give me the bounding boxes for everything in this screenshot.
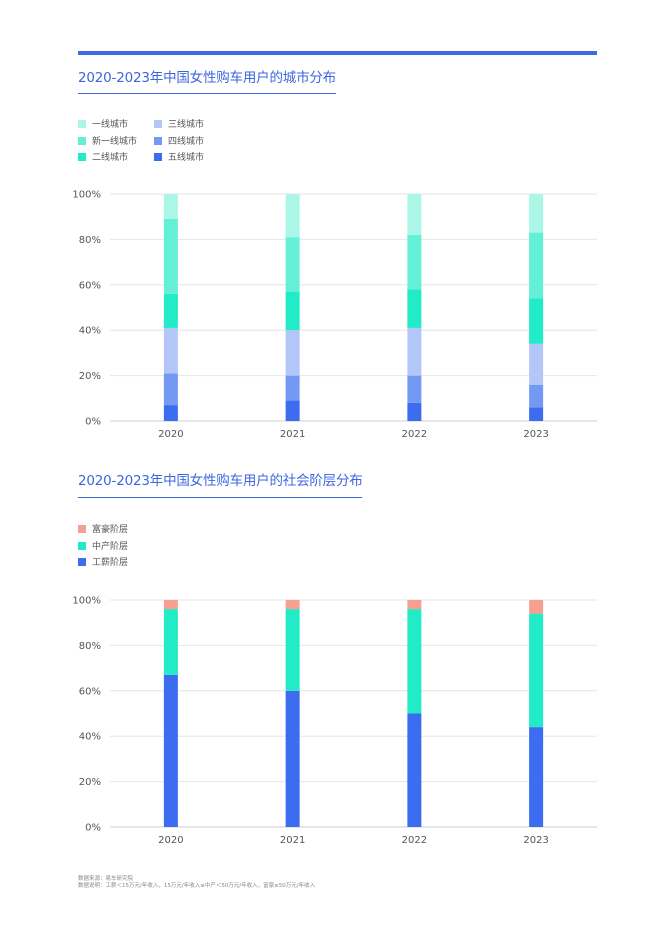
bar-segment bbox=[407, 375, 422, 403]
bar-segment bbox=[407, 194, 422, 235]
bar-segment bbox=[285, 194, 300, 238]
y-tick-label: 20% bbox=[79, 371, 101, 382]
top-accent-rule bbox=[78, 51, 597, 55]
legend-swatch bbox=[154, 136, 162, 145]
y-tick-label: 0% bbox=[85, 823, 101, 834]
footnote-note: 数据说明：工薪＜15万元/年收入，15万元/年收入≤中产＜50万元/年收入，富豪… bbox=[78, 883, 316, 889]
bar-segment bbox=[407, 402, 422, 421]
y-tick-label: 0% bbox=[85, 417, 101, 428]
bar-segment bbox=[529, 600, 544, 614]
bar-segment bbox=[407, 289, 422, 328]
bar-segment bbox=[529, 298, 544, 344]
x-tick-label: 2023 bbox=[523, 835, 548, 846]
bar-segment bbox=[163, 194, 178, 219]
bar-segment bbox=[407, 327, 422, 376]
bar-segment bbox=[407, 713, 422, 827]
legend-swatch bbox=[154, 120, 162, 128]
legend-swatch bbox=[78, 136, 86, 145]
legend-swatch bbox=[78, 153, 86, 161]
chart1-legend-item: 四线城市 bbox=[154, 136, 205, 147]
bar-segment bbox=[285, 609, 300, 691]
bar-segment bbox=[529, 343, 544, 385]
chart1-title-rule bbox=[78, 93, 336, 94]
chart2-title-rule bbox=[78, 497, 362, 498]
bar-segment bbox=[163, 600, 178, 610]
bar-segment bbox=[529, 407, 544, 421]
bar-segment bbox=[285, 330, 300, 376]
bar-segment bbox=[529, 727, 544, 827]
legend-label: 中产阶层 bbox=[92, 541, 129, 552]
legend-label: 二线城市 bbox=[92, 153, 129, 163]
chart1-plot: 0% 20% 40% 60% 80% 100% 2020 2021 2022 2023 bbox=[72, 190, 597, 440]
bar-segment bbox=[529, 194, 544, 233]
footnote-source: 数据来源：易车研究院 bbox=[78, 876, 134, 882]
bar-segment bbox=[285, 600, 300, 610]
bar-segment bbox=[163, 293, 178, 328]
bar-segment bbox=[285, 375, 300, 401]
footnote: 数据来源：易车研究院 数据说明：工薪＜15万元/年收入，15万元/年收入≤中产＜… bbox=[78, 876, 315, 890]
legend-label: 新一线城市 bbox=[92, 136, 138, 147]
bar-segment bbox=[163, 327, 178, 374]
legend-label: 三线城市 bbox=[168, 120, 205, 130]
chart1-title: 2020-2023年中国女性购车用户的城市分布 bbox=[78, 70, 336, 86]
y-tick-label: 100% bbox=[72, 596, 101, 607]
chart2-title: 2020-2023年中国女性购车用户的社会阶层分布 bbox=[78, 473, 363, 489]
y-tick-label: 80% bbox=[79, 641, 101, 652]
x-tick-label: 2023 bbox=[523, 429, 548, 440]
x-tick-label: 2022 bbox=[402, 429, 427, 440]
bar-segment bbox=[407, 234, 422, 290]
bar-segment bbox=[285, 237, 300, 292]
bar-segment bbox=[529, 232, 544, 299]
y-tick-label: 40% bbox=[79, 732, 101, 743]
chart1-legend-item: 新一线城市 bbox=[78, 136, 138, 147]
y-tick-label: 80% bbox=[79, 235, 101, 246]
legend-swatch bbox=[154, 153, 162, 161]
legend-label: 富豪阶层 bbox=[92, 525, 129, 535]
chart2-legend-item: 富豪阶层 bbox=[78, 525, 128, 535]
legend-label: 四线城市 bbox=[168, 136, 205, 147]
bar-segment bbox=[285, 400, 300, 421]
y-tick-label: 40% bbox=[79, 326, 101, 337]
legend-swatch bbox=[78, 120, 86, 128]
chart1-legend-item: 三线城市 bbox=[154, 120, 204, 130]
bar-segment bbox=[407, 600, 422, 610]
legend-label: 五线城市 bbox=[168, 153, 205, 163]
chart2-legend-item: 中产阶层 bbox=[78, 541, 129, 552]
legend-label: 一线城市 bbox=[92, 120, 129, 130]
bar-segment bbox=[163, 405, 178, 421]
legend-swatch bbox=[78, 541, 86, 550]
chart1-legend-item: 五线城市 bbox=[154, 153, 204, 163]
legend-swatch bbox=[78, 558, 86, 566]
bar-segment bbox=[163, 218, 178, 294]
chart1-legend-item: 一线城市 bbox=[78, 120, 128, 130]
bar-segment bbox=[163, 674, 178, 827]
chart1-legend-item: 二线城市 bbox=[78, 153, 128, 163]
chart2-plot: 0% 20% 40% 60% 80% 100% 2020 2021 2022 2023 bbox=[72, 596, 597, 846]
x-tick-label: 2021 bbox=[280, 429, 305, 440]
bar-segment bbox=[285, 690, 300, 827]
bar-segment bbox=[529, 384, 544, 408]
x-tick-label: 2022 bbox=[402, 835, 427, 846]
bar-segment bbox=[163, 609, 178, 675]
bar-segment bbox=[285, 291, 300, 331]
bar-segment bbox=[407, 609, 422, 714]
x-tick-label: 2021 bbox=[280, 835, 305, 846]
y-tick-label: 60% bbox=[79, 280, 101, 291]
y-tick-label: 20% bbox=[79, 777, 101, 788]
chart2-legend-item: 工薪阶层 bbox=[78, 558, 128, 568]
bar-segment bbox=[529, 613, 544, 728]
bar-segment bbox=[163, 373, 178, 406]
y-tick-label: 60% bbox=[79, 686, 101, 697]
x-tick-label: 2020 bbox=[158, 429, 183, 440]
legend-label: 工薪阶层 bbox=[92, 558, 129, 568]
legend-swatch bbox=[78, 525, 86, 533]
y-tick-label: 100% bbox=[72, 190, 101, 201]
x-tick-label: 2020 bbox=[158, 835, 183, 846]
